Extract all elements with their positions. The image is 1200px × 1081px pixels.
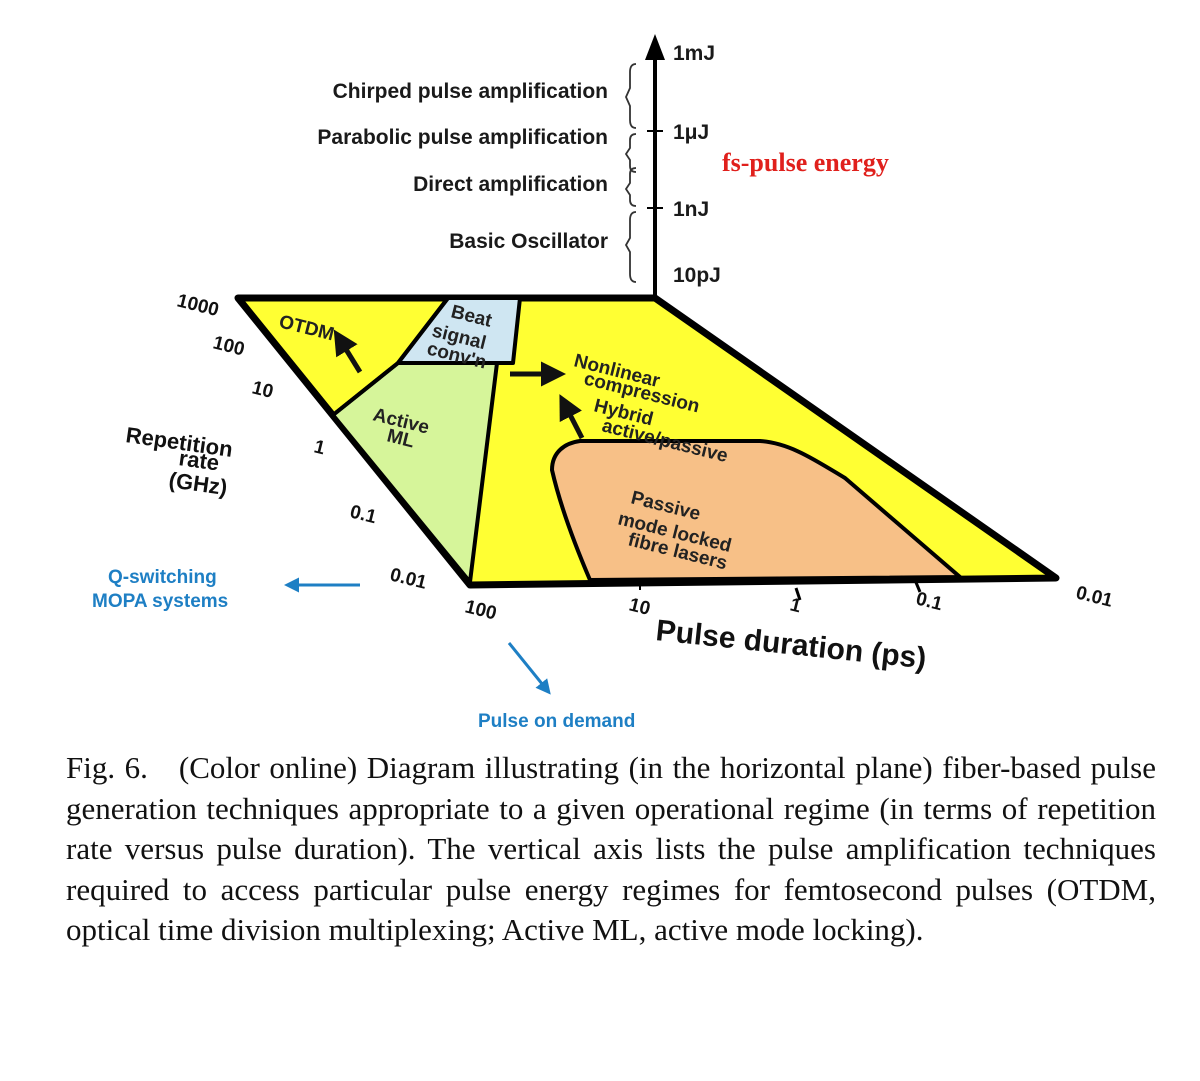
brace-direct	[624, 167, 637, 207]
dur-tick-mark-1	[794, 587, 802, 601]
rep-tick-0-1: 0.1	[348, 501, 379, 528]
dur-tick-0-01: 0.01	[1074, 582, 1115, 611]
dur-tick-100: 100	[463, 596, 499, 624]
q-switching-label-2: MOPA systems	[92, 591, 228, 612]
brace-chirped	[625, 63, 637, 129]
pulse-on-demand-label: Pulse on demand	[478, 711, 635, 732]
rep-tick-10: 10	[250, 377, 276, 402]
duration-axis-title: Pulse duration (ps)	[654, 614, 928, 675]
figure-caption: Fig. 6. (Color online) Diagram illustrat…	[66, 750, 1156, 947]
hybrid-arrow	[559, 394, 585, 440]
dur-tick-1: 1	[788, 594, 804, 617]
brace-basic	[624, 211, 637, 283]
rep-tick-1000: 1000	[175, 290, 221, 321]
energy-tick-1mj: 1mJ	[673, 42, 715, 65]
technique-direct: Direct amplification	[413, 173, 608, 196]
technique-basic: Basic Oscillator	[449, 230, 608, 253]
energy-tick-1nj: 1nJ	[673, 198, 709, 221]
dur-tick-10: 10	[627, 594, 653, 619]
otdm-boundary	[331, 296, 450, 417]
energy-axis-title: fs-pulse energy	[722, 148, 889, 177]
otdm-arrow	[333, 329, 363, 374]
dur-tick-0-1: 0.1	[914, 588, 945, 615]
rep-axis-title-3: (GHz)	[167, 467, 229, 500]
rep-tick-100: 100	[211, 332, 247, 360]
energy-axis-arrowhead	[645, 34, 665, 60]
energy-tick-1uj: 1μJ	[673, 121, 709, 144]
rep-axis-title-2: rate	[177, 445, 220, 475]
energy-tick-10pj: 10pJ	[673, 264, 721, 287]
rep-tick-0-01: 0.01	[388, 564, 429, 593]
rep-tick-1: 1	[312, 436, 328, 459]
brace-parabolic	[624, 133, 637, 173]
pulse-on-demand-arrow	[507, 642, 551, 695]
pulse-regime-diagram: OTDM Beat signal conv'n Active ML Nonlin…	[92, 34, 1115, 732]
dur-tick-mark-0-1	[913, 579, 922, 593]
technique-parabolic: Parabolic pulse amplification	[317, 126, 608, 149]
q-switching-label-1: Q-switching	[108, 567, 217, 588]
passive-region	[550, 439, 962, 582]
technique-chirped: Chirped pulse amplification	[333, 80, 608, 103]
